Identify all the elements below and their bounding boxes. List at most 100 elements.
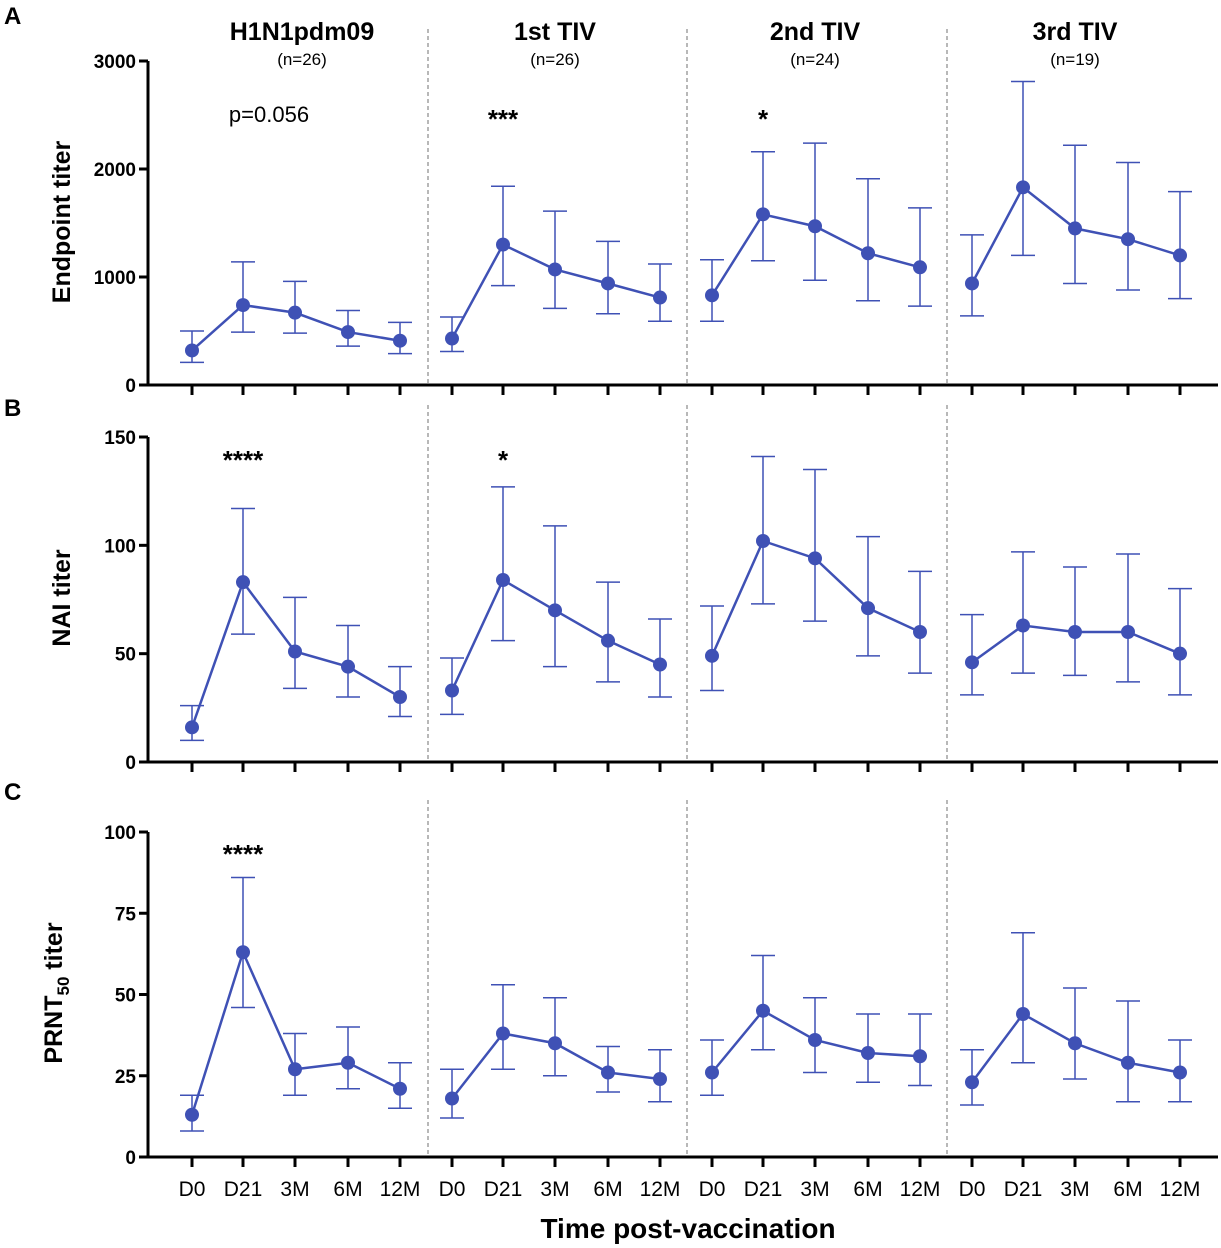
data-point-b bbox=[1016, 618, 1030, 633]
y-tick-label-c: 0 bbox=[125, 1148, 136, 1169]
x-tick-label: D21 bbox=[744, 1178, 783, 1201]
x-tick-label: 12M bbox=[1160, 1178, 1201, 1201]
y-axis-label-endpoint: Endpoint titer bbox=[48, 140, 76, 303]
data-point-b bbox=[653, 657, 667, 672]
data-point-b bbox=[185, 720, 199, 735]
data-point-a bbox=[393, 333, 407, 348]
significance-annotation-b: **** bbox=[223, 445, 264, 475]
data-point-c bbox=[1173, 1065, 1187, 1080]
data-point-c bbox=[1016, 1007, 1030, 1021]
x-tick-label: 6M bbox=[853, 1178, 882, 1201]
data-point-c bbox=[185, 1107, 199, 1122]
y-tick-label-c: 50 bbox=[115, 986, 136, 1007]
y-axis-label-prnt-main: PRNT bbox=[40, 996, 68, 1064]
data-point-a bbox=[185, 343, 199, 358]
data-point-a bbox=[496, 237, 510, 252]
data-point-a bbox=[1173, 248, 1187, 263]
data-point-a bbox=[236, 298, 250, 313]
data-point-c bbox=[288, 1062, 302, 1077]
group-title-1st-tiv: 1st TIV bbox=[514, 18, 596, 46]
x-tick-label: 12M bbox=[640, 1178, 681, 1201]
y-tick-label-b: 0 bbox=[125, 753, 136, 774]
x-tick-label: 3M bbox=[540, 1178, 569, 1201]
data-point-a bbox=[653, 290, 667, 305]
data-point-c bbox=[341, 1055, 355, 1070]
series-line-a bbox=[970, 185, 1181, 285]
x-tick-label: 6M bbox=[593, 1178, 622, 1201]
y-axis-label-prnt: PRNT50 titer bbox=[40, 922, 73, 1063]
y-axis-label-nai: NAI titer bbox=[48, 549, 76, 647]
panel-c-plot: 0 25 50 75 100 **** bbox=[104, 800, 1218, 1169]
significance-annotation-a: p=0.056 bbox=[229, 102, 309, 127]
x-tick-label: D0 bbox=[179, 1178, 206, 1201]
data-point-c bbox=[548, 1036, 562, 1051]
significance-annotation-a: *** bbox=[488, 104, 519, 134]
y-tick-label-b: 150 bbox=[104, 428, 136, 449]
data-point-b bbox=[601, 633, 615, 648]
y-tick-label-b: 100 bbox=[104, 536, 136, 557]
data-point-c bbox=[601, 1065, 615, 1080]
data-point-b bbox=[808, 551, 822, 566]
series-line-a bbox=[450, 242, 661, 340]
x-tick-label: 6M bbox=[333, 1178, 362, 1201]
data-point-a bbox=[913, 260, 927, 275]
significance-annotation-b: * bbox=[498, 445, 509, 475]
x-tick-label: 12M bbox=[380, 1178, 421, 1201]
data-point-a bbox=[705, 288, 719, 303]
panel-letter-c: C bbox=[4, 779, 21, 806]
data-point-c bbox=[236, 945, 250, 960]
group-n-3rd-tiv: (n=19) bbox=[1050, 50, 1100, 69]
data-point-b bbox=[965, 655, 979, 670]
data-point-b bbox=[1173, 646, 1187, 661]
data-point-c bbox=[393, 1081, 407, 1096]
x-tick-label: 3M bbox=[280, 1178, 309, 1201]
y-tick-label-b: 50 bbox=[115, 645, 136, 666]
data-point-a bbox=[1121, 232, 1135, 247]
data-point-b bbox=[861, 601, 875, 616]
group-title-2nd-tiv: 2nd TIV bbox=[770, 18, 861, 46]
group-title-h1n1pdm09: H1N1pdm09 bbox=[230, 18, 375, 46]
data-point-a bbox=[756, 207, 770, 222]
y-tick-label-a: 2000 bbox=[94, 160, 136, 181]
significance-annotation-a: * bbox=[758, 104, 769, 134]
data-point-c bbox=[496, 1026, 510, 1041]
x-tick-label: D0 bbox=[699, 1178, 726, 1201]
y-tick-label-c: 100 bbox=[104, 823, 136, 844]
group-n-1st-tiv: (n=26) bbox=[530, 50, 580, 69]
data-point-b bbox=[288, 644, 302, 659]
x-tick-label: D0 bbox=[959, 1178, 986, 1201]
data-point-b bbox=[445, 683, 459, 698]
data-point-b bbox=[393, 690, 407, 704]
data-point-c bbox=[861, 1046, 875, 1060]
x-tick-label: 3M bbox=[800, 1178, 829, 1201]
data-point-c bbox=[705, 1065, 719, 1080]
x-axis-label: Time post-vaccination bbox=[540, 1213, 835, 1244]
series-line-b bbox=[450, 578, 661, 692]
y-tick-label-a: 1000 bbox=[94, 268, 136, 289]
x-tick-label: 3M bbox=[1060, 1178, 1089, 1201]
data-point-b bbox=[496, 573, 510, 587]
significance-annotation-c: **** bbox=[223, 839, 264, 869]
x-tick-label: D21 bbox=[484, 1178, 523, 1201]
data-point-a bbox=[1016, 180, 1030, 195]
y-tick-label-c: 25 bbox=[115, 1067, 137, 1088]
data-point-c bbox=[756, 1003, 770, 1018]
data-point-b bbox=[1121, 625, 1135, 639]
data-point-b bbox=[913, 625, 927, 639]
data-point-a bbox=[445, 331, 459, 346]
data-point-b bbox=[756, 534, 770, 548]
panel-letter-b: B bbox=[4, 395, 21, 422]
data-point-a bbox=[1068, 221, 1082, 236]
data-point-c bbox=[965, 1075, 979, 1090]
group-title-3rd-tiv: 3rd TIV bbox=[1033, 18, 1118, 46]
data-point-c bbox=[1121, 1055, 1135, 1070]
y-axis-label-prnt-suffix: titer bbox=[40, 922, 68, 976]
data-point-c bbox=[1068, 1036, 1082, 1051]
data-point-b bbox=[236, 575, 250, 590]
data-point-c bbox=[913, 1049, 927, 1064]
x-tick-label: D21 bbox=[224, 1178, 263, 1201]
x-tick-label: 6M bbox=[1113, 1178, 1142, 1201]
data-point-a bbox=[965, 276, 979, 291]
